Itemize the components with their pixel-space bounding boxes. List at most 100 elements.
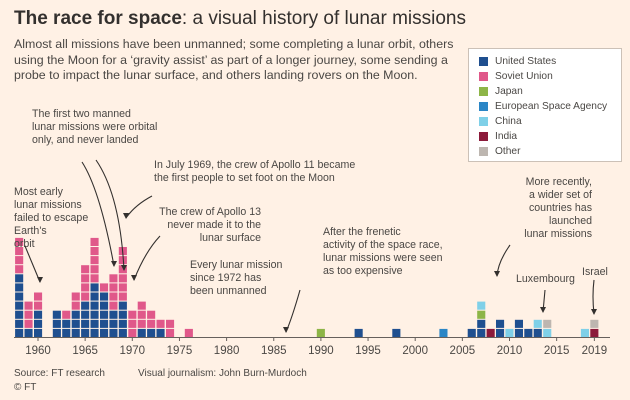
mission-square-1966-0-4	[90, 292, 99, 301]
legend-item-2: Japan	[479, 84, 621, 99]
x-tick-label-5: 1985	[261, 345, 287, 357]
mission-square-1959-0-0	[24, 328, 33, 337]
arrow-frenetic-head	[283, 327, 289, 333]
mission-square-1965-0-1	[81, 319, 90, 328]
mission-square-1968-1-1	[109, 292, 118, 301]
mission-square-1969-0-2	[118, 310, 127, 319]
annotation-apollo11: In July 1969, the crew of Apollo 11 beca…	[154, 159, 355, 184]
mission-square-1958-1-2	[15, 247, 24, 256]
legend-swatch-1	[479, 72, 488, 81]
x-tick-label-11: 2015	[544, 345, 570, 357]
mission-square-1974-1-0	[166, 328, 175, 337]
mission-square-1968-0-2	[109, 310, 118, 319]
mission-square-1972-1-1	[147, 310, 156, 319]
mission-square-2014-4-0	[543, 328, 552, 337]
mission-square-1969-0-1	[118, 319, 127, 328]
mission-square-1958-1-3	[15, 237, 24, 246]
x-tick-label-8: 2000	[402, 345, 428, 357]
arrow-manned-2-head	[121, 265, 127, 271]
mission-square-1965-0-2	[81, 310, 90, 319]
legend-item-6: Other	[479, 144, 621, 159]
legend-label-0: United States	[495, 56, 557, 67]
mission-square-2019-5-0	[590, 328, 599, 337]
legend-label-6: Other	[495, 146, 521, 157]
mission-square-1958-0-6	[15, 274, 24, 283]
legend-label-3: European Space Agency	[495, 101, 608, 112]
mission-square-1963-1-0	[62, 310, 71, 319]
mission-square-1967-0-2	[100, 310, 109, 319]
annotation-luxembourg: Luxembourg	[516, 273, 575, 285]
mission-square-1969-1-0	[118, 292, 127, 301]
mission-square-1966-0-3	[90, 301, 99, 310]
arrow-apollo11-head	[123, 213, 129, 219]
arrow-early-head	[37, 277, 43, 283]
mission-square-1962-0-1	[52, 319, 61, 328]
mission-square-1962-0-2	[52, 310, 61, 319]
arrow-early	[24, 245, 41, 283]
mission-square-1960-1-1	[34, 292, 43, 301]
x-tick-label-4: 1980	[214, 345, 240, 357]
mission-square-2009-0-1	[496, 319, 505, 328]
mission-square-1965-1-1	[81, 283, 90, 292]
arrow-manned-1-head	[111, 261, 117, 267]
mission-square-1970-1-0	[128, 328, 137, 337]
mission-square-1962-0-0	[52, 328, 61, 337]
mission-square-1966-0-2	[90, 310, 99, 319]
x-tick-label-6: 1990	[308, 345, 334, 357]
mission-square-2018-4-0	[580, 328, 589, 337]
legend-label-2: Japan	[495, 86, 523, 97]
mission-square-1965-1-0	[81, 292, 90, 301]
mission-square-1967-0-4	[100, 292, 109, 301]
legend-label-5: India	[495, 131, 518, 142]
mission-square-1968-1-2	[109, 283, 118, 292]
mission-square-1958-1-0	[15, 265, 24, 274]
copyright-note: © FT	[14, 382, 37, 393]
mission-square-1976-1-0	[184, 328, 193, 337]
mission-square-1971-1-1	[137, 310, 146, 319]
mission-square-1958-0-1	[15, 319, 24, 328]
mission-square-1960-0-0	[34, 328, 43, 337]
mission-square-1963-0-1	[62, 319, 71, 328]
mission-square-2011-0-0	[514, 328, 523, 337]
mission-square-1965-1-2	[81, 274, 90, 283]
legend-swatch-5	[479, 132, 488, 141]
mission-square-1994-0-0	[354, 328, 363, 337]
mission-square-1966-0-5	[90, 283, 99, 292]
mission-square-1960-1-0	[34, 301, 43, 310]
mission-square-2007-2-0	[477, 310, 486, 319]
arrow-apollo13	[133, 235, 161, 281]
mission-square-1968-0-1	[109, 319, 118, 328]
mission-square-1958-1-1	[15, 256, 24, 265]
mission-square-1972-1-0	[147, 319, 156, 328]
mission-square-1959-1-0	[24, 319, 33, 328]
mission-square-1959-1-1	[24, 310, 33, 319]
mission-square-1969-0-3	[118, 301, 127, 310]
title-rest: : a visual history of lunar missions	[181, 8, 466, 29]
arrow-manned-1	[81, 161, 115, 267]
x-tick-label-0: 1960	[25, 345, 51, 357]
legend-label-4: China	[495, 116, 522, 127]
mission-square-2003-3-0	[439, 328, 448, 337]
mission-square-1966-1-4	[90, 237, 99, 246]
annotations: Most early lunar missions failed to escape…	[14, 108, 608, 333]
arrow-frenetic	[285, 289, 301, 333]
arrow-apollo13-head	[131, 275, 137, 281]
legend-swatch-3	[479, 102, 488, 111]
mission-square-1971-0-0	[137, 328, 146, 337]
mission-square-1974-1-1	[166, 319, 175, 328]
legend-swatch-4	[479, 117, 488, 126]
legend-swatch-0	[479, 57, 488, 66]
legend-item-3: European Space Agency	[479, 99, 621, 114]
mission-square-1966-1-1	[90, 265, 99, 274]
x-axis: 1960 1965 1970 1975 1980 1985 1990 1995 2000 2005…	[14, 337, 610, 357]
mission-square-2007-0-0	[477, 328, 486, 337]
mission-square-1964-1-1	[71, 292, 80, 301]
arrow-israel	[592, 279, 595, 315]
annotation-manned: The first two manned lunar missions were …	[32, 108, 157, 146]
chart-bars	[15, 237, 599, 337]
annotation-frenetic: After the frenetic activity of the space …	[323, 226, 443, 277]
credit-note: Visual journalism: John Burn-Murdoch	[138, 368, 307, 379]
mission-square-1966-1-3	[90, 247, 99, 256]
mission-square-1970-1-1	[128, 319, 137, 328]
